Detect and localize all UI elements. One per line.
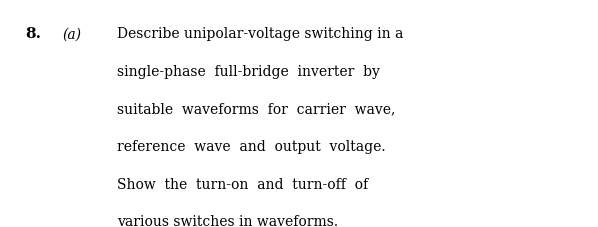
Text: (a): (a) <box>63 27 82 41</box>
Text: 8.: 8. <box>25 27 41 41</box>
Text: Describe unipolar-voltage switching in a: Describe unipolar-voltage switching in a <box>117 27 403 41</box>
Text: single-phase  full-bridge  inverter  by: single-phase full-bridge inverter by <box>117 65 380 79</box>
Text: Show  the  turn-on  and  turn-off  of: Show the turn-on and turn-off of <box>117 177 368 191</box>
Text: various switches in waveforms.: various switches in waveforms. <box>117 215 338 227</box>
Text: suitable  waveforms  for  carrier  wave,: suitable waveforms for carrier wave, <box>117 102 395 116</box>
Text: reference  wave  and  output  voltage.: reference wave and output voltage. <box>117 140 385 153</box>
